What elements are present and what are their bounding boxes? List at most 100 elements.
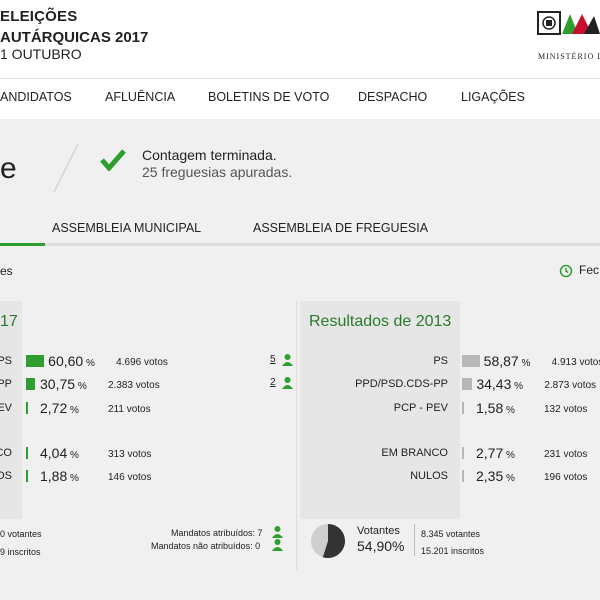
ministry-label: MINISTÉRIO DA bbox=[538, 52, 600, 61]
vote-count: 231 votos bbox=[544, 449, 588, 460]
main-nav: ANDIDATOS AFLUÊNCIA BOLETINS DE VOTO DES… bbox=[0, 78, 600, 119]
pct-value: 34,43 bbox=[476, 376, 512, 392]
vote-percentage: 1,58 % bbox=[476, 400, 515, 416]
left-panel-title: 17 bbox=[0, 313, 18, 330]
nav-ligacoes[interactable]: LIGAÇÕES bbox=[461, 90, 525, 104]
vote-percentage: 1,88 % bbox=[40, 468, 79, 484]
checkmark-icon bbox=[100, 149, 126, 171]
tab-assembleia-municipal[interactable]: ASSEMBLEIA MUNICIPAL bbox=[52, 221, 202, 235]
place-name: e bbox=[0, 152, 17, 185]
pct-value: 4,04 bbox=[40, 445, 68, 461]
turnout-pie-chart bbox=[311, 524, 346, 558]
left-voters: 0 votantes bbox=[0, 529, 42, 539]
government-logo-icon bbox=[537, 11, 600, 35]
person-icon bbox=[272, 526, 283, 538]
pct-sign: % bbox=[503, 473, 515, 484]
party-label: NCO bbox=[0, 447, 12, 459]
tab-assembleia-freguesia[interactable]: ASSEMBLEIA DE FREGUESIA bbox=[253, 221, 429, 235]
vote-bar bbox=[462, 378, 473, 390]
mandates-unassigned: Mandatos não atribuídos: 0 bbox=[151, 541, 261, 551]
turnout-pct: 54,90% bbox=[357, 538, 405, 554]
vote-bar bbox=[462, 470, 464, 482]
vote-count: 2.383 votos bbox=[108, 380, 160, 391]
vote-count: 132 votos bbox=[544, 404, 588, 415]
nav-candidatos[interactable]: ANDIDATOS bbox=[0, 90, 72, 104]
pct-value: 58,87 bbox=[483, 353, 519, 369]
vote-count: 211 votos bbox=[108, 404, 151, 415]
vote-percentage: 2,77 % bbox=[476, 445, 515, 461]
page-header: ELEIÇÕES AUTÁRQUICAS 2017 1 OUTUBRO MINI… bbox=[0, 0, 600, 78]
status-line-1: Contagem terminada. bbox=[142, 147, 277, 163]
panel-divider bbox=[296, 300, 297, 570]
party-label: NULOS bbox=[410, 470, 448, 482]
title-line-1: ELEIÇÕES bbox=[0, 8, 78, 25]
pct-value: 30,75 bbox=[40, 376, 76, 392]
vote-bar bbox=[26, 355, 45, 367]
person-icon bbox=[282, 377, 293, 389]
party-label: LOS bbox=[0, 470, 12, 482]
party-label: PEV bbox=[0, 402, 12, 414]
turnout-separator bbox=[414, 524, 415, 556]
vote-bar bbox=[462, 355, 480, 367]
pct-sign: % bbox=[503, 450, 515, 461]
party-label: EM BRANCO bbox=[381, 447, 448, 459]
vote-percentage: 2,35 % bbox=[476, 468, 515, 484]
pct-value: 1,88 bbox=[40, 468, 68, 484]
pct-value: 2,72 bbox=[40, 400, 68, 416]
turnout-slice bbox=[322, 524, 346, 558]
vote-count: 146 votos bbox=[108, 472, 152, 483]
vote-bar bbox=[462, 447, 464, 459]
nav-despacho[interactable]: DESPACHO bbox=[358, 90, 428, 104]
party-label: PS bbox=[0, 355, 12, 367]
party-label: PPD/PSD.CDS-PP bbox=[355, 378, 448, 390]
title-line-2: AUTÁRQUICAS 2017 bbox=[0, 29, 149, 46]
vote-percentage: 4,04 % bbox=[40, 445, 79, 461]
mandates-assigned: Mandatos atribuídos: 7 bbox=[171, 528, 263, 538]
vote-count: 4.696 votos bbox=[116, 357, 168, 368]
mandates-count[interactable]: 2 bbox=[270, 377, 276, 388]
right-panel-title: Resultados de 2013 bbox=[309, 313, 452, 330]
pct-sign: % bbox=[518, 358, 531, 369]
nav-boletins[interactable]: BOLETINS DE VOTO bbox=[208, 90, 330, 104]
vote-percentage: 30,75 % bbox=[40, 376, 87, 392]
history-icon[interactable] bbox=[559, 264, 573, 278]
left-registered: 9 inscritos bbox=[0, 547, 41, 557]
toolbar-left-label: es bbox=[0, 264, 13, 278]
pct-sign: % bbox=[67, 450, 79, 461]
person-icon bbox=[272, 539, 283, 551]
person-icon bbox=[282, 354, 293, 366]
right-panel-bg bbox=[300, 301, 460, 519]
vote-bar bbox=[26, 470, 28, 482]
turnout-label: Votantes bbox=[357, 525, 400, 537]
left-panel-bg bbox=[0, 301, 22, 519]
vote-count: 2.873 votos bbox=[544, 380, 597, 391]
pct-value: 2,77 bbox=[476, 445, 504, 461]
pct-value: 2,35 bbox=[476, 468, 504, 484]
vote-percentage: 34,43 % bbox=[476, 376, 523, 392]
right-voters: 8.345 votantes bbox=[421, 529, 481, 539]
nav-afluencia[interactable]: AFLUÊNCIA bbox=[105, 90, 176, 104]
pct-sign: % bbox=[75, 381, 87, 392]
party-label: PP bbox=[0, 378, 12, 390]
tabs-underline bbox=[0, 243, 600, 246]
vote-count: 196 votos bbox=[544, 472, 588, 483]
pct-sign: % bbox=[511, 381, 524, 392]
pct-sign: % bbox=[67, 405, 79, 416]
pct-value: 60,60 bbox=[48, 353, 84, 369]
vote-percentage: 2,72 % bbox=[40, 400, 79, 416]
vote-bar bbox=[26, 378, 36, 390]
vote-bar bbox=[26, 402, 28, 414]
pct-value: 1,58 bbox=[476, 400, 504, 416]
toolbar-right-label[interactable]: Fec bbox=[579, 263, 600, 277]
pct-sign: % bbox=[83, 358, 95, 369]
divider-slash bbox=[53, 143, 79, 193]
assembly-tabs: ASSEMBLEIA MUNICIPAL ASSEMBLEIA DE FREGU… bbox=[0, 206, 600, 246]
vote-percentage: 60,60 % bbox=[48, 353, 95, 369]
right-registered: 15.201 inscritos bbox=[421, 546, 485, 556]
vote-bar bbox=[26, 447, 28, 459]
vote-percentage: 58,87 % bbox=[484, 353, 531, 369]
title-line-3: 1 OUTUBRO bbox=[0, 46, 82, 62]
mandates-count[interactable]: 5 bbox=[270, 354, 276, 365]
vote-count: 313 votos bbox=[108, 449, 152, 460]
pct-sign: % bbox=[503, 405, 515, 416]
